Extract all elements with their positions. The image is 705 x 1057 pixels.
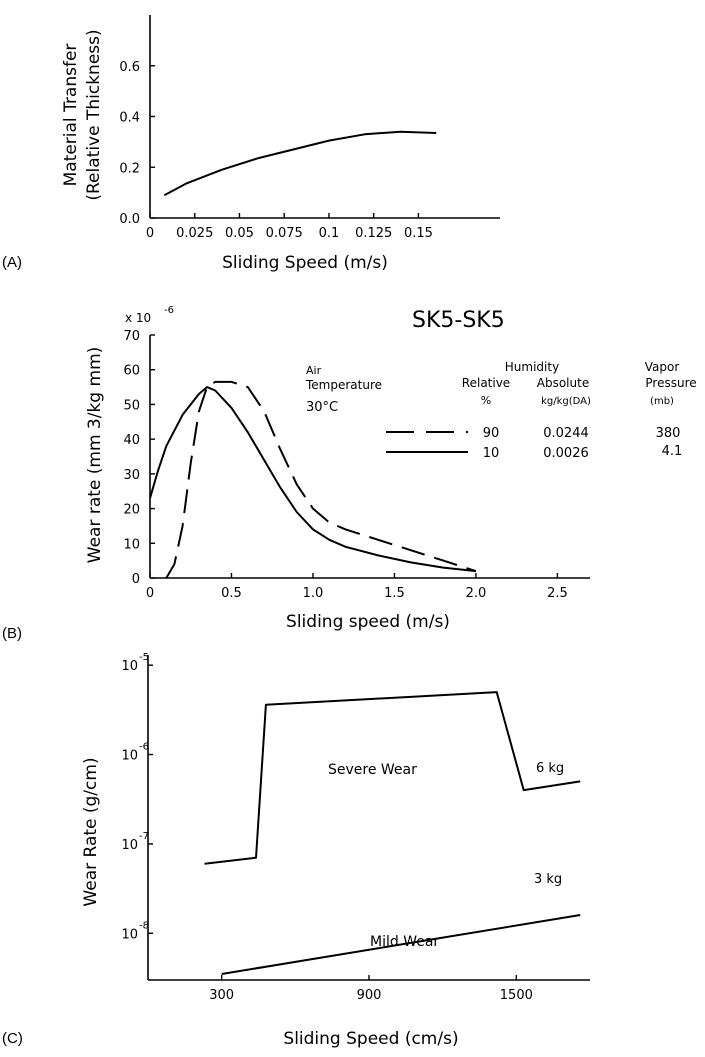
panel-c-y-ticks: 10-510-610-710-8 <box>121 652 153 942</box>
y-tick-label: 0.4 <box>119 111 140 126</box>
x-tick-label: 900 <box>357 988 382 1003</box>
y-tick-exponent: -7 <box>139 831 149 842</box>
panel-b-x-ticks: 0 0.5 1.0 1.5 2.0 2.5 <box>146 573 568 601</box>
panel-a-series <box>163 130 437 197</box>
humidity-header: Humidity <box>505 360 559 374</box>
panel-b: (B) SK5-SK5 x 10 -6 0 0.5 1.0 1.5 2.0 2.5 0 10… <box>2 305 697 642</box>
severe-wear-annotation: Severe Wear <box>328 762 417 778</box>
y-tick-label: 0.6 <box>119 60 140 75</box>
series-line-dashed-0 <box>165 380 477 579</box>
x-tick-label: 0.5 <box>221 586 242 601</box>
x-tick-label: 0 <box>146 226 154 241</box>
x-tick-label: 0.125 <box>355 226 392 241</box>
y-tick-label: 60 <box>123 364 140 379</box>
panel-b-y-label: Wear rate (mm 3/kg mm) <box>85 347 105 564</box>
legend-solid-absolute: 0.0026 <box>543 446 589 461</box>
legend-dashed-vapor: 380 <box>656 426 681 441</box>
panel-c-x-label: Sliding Speed (cm/s) <box>283 1029 458 1049</box>
legend-solid-relative: 10 <box>483 446 500 461</box>
y-tick-label: 0.0 <box>119 212 140 227</box>
panel-b-y-multiplier-exp: -6 <box>164 305 174 316</box>
x-tick-label: 0 <box>146 586 154 601</box>
legend-dashed-absolute: 0.0244 <box>543 426 589 441</box>
x-tick-label: 0.025 <box>176 226 213 241</box>
x-tick-label: 1500 <box>500 988 533 1003</box>
x-tick-label: 0.075 <box>266 226 303 241</box>
absolute-unit: kg/kg(DA) <box>541 396 591 407</box>
relative-header: Relative <box>462 376 510 390</box>
panel-b-title: SK5-SK5 <box>412 308 505 333</box>
panel-b-label: (B) <box>2 625 22 642</box>
y-tick-exponent: -5 <box>139 652 149 663</box>
panel-b-x-label: Sliding speed (m/s) <box>286 612 450 632</box>
y-tick-label: 40 <box>123 433 140 448</box>
panel-c-series <box>204 691 581 975</box>
y-tick-label: 10 <box>121 927 138 942</box>
air-temperature-value: 30°C <box>306 400 338 415</box>
panel-c-y-label: Wear Rate (g/cm) <box>81 757 101 906</box>
panel-a-label: (A) <box>2 254 22 271</box>
vapor-header-2: Pressure <box>645 376 696 390</box>
panel-a-y-label-line1: Material Transfer <box>61 44 81 187</box>
y-tick-label: 10 <box>121 838 138 853</box>
panel-b-series <box>149 380 477 579</box>
series-line-solid-1 <box>149 386 477 573</box>
x-tick-label: 0.1 <box>319 226 340 241</box>
series-line-solid-1 <box>221 914 581 975</box>
panel-a: (A) 0 0.025 0.05 0.075 0.1 0.125 0.15 0.00.20.… <box>2 15 500 273</box>
y-tick-label: 50 <box>123 398 140 413</box>
x-tick-label: 2.0 <box>466 586 487 601</box>
mild-wear-annotation: Mild Wear <box>370 934 439 950</box>
y-tick-label: 0 <box>132 572 140 587</box>
x-tick-label: 300 <box>209 988 234 1003</box>
panel-a-x-label: Sliding Speed (m/s) <box>222 253 388 273</box>
panel-c: (C) 300 900 1500 10-510-610-710-8 Sliding … <box>2 652 590 1049</box>
panel-c-x-ticks: 300 900 1500 <box>209 975 533 1003</box>
y-tick-label: 30 <box>123 468 140 483</box>
panel-a-y-label-line2: (Relative Thickness) <box>84 29 104 200</box>
x-tick-label: 2.5 <box>547 586 568 601</box>
panel-b-y-ticks: 0 10 20 30 40 50 60 70 <box>123 329 155 587</box>
x-tick-label: 0.15 <box>404 226 433 241</box>
load-6kg-annotation: 6 kg <box>536 761 564 776</box>
panel-a-y-ticks: 0.0 0.2 0.4 0.6 <box>119 60 155 227</box>
legend-solid-vapor: 4.1 <box>662 444 683 459</box>
relative-unit: % <box>481 394 491 407</box>
series-line-solid-0 <box>163 130 437 197</box>
y-tick-label: 10 <box>121 659 138 674</box>
y-tick-label: 0.2 <box>119 161 140 176</box>
air-temperature-label-2: Temperature <box>305 378 382 392</box>
x-tick-label: 1.5 <box>384 586 405 601</box>
y-tick-label: 20 <box>123 503 140 518</box>
y-tick-label: 10 <box>121 749 138 764</box>
y-tick-exponent: -8 <box>139 920 149 931</box>
panel-b-y-multiplier: x 10 <box>125 311 151 325</box>
x-tick-label: 0.05 <box>225 226 254 241</box>
load-3kg-annotation: 3 kg <box>534 872 562 887</box>
x-tick-label: 1.0 <box>303 586 324 601</box>
air-temperature-label-1: Air <box>306 364 322 377</box>
panel-b-conditions: Air Temperature 30°C Humidity Relative %… <box>305 360 697 461</box>
panel-c-label: (C) <box>2 1030 23 1047</box>
absolute-header: Absolute <box>537 376 589 390</box>
vapor-unit: (mb) <box>650 396 674 407</box>
legend-dashed-relative: 90 <box>483 426 500 441</box>
vapor-header-1: Vapor <box>645 360 680 374</box>
y-tick-exponent: -6 <box>139 742 149 753</box>
y-tick-label: 10 <box>123 537 140 552</box>
panel-a-x-ticks: 0 0.025 0.05 0.075 0.1 0.125 0.15 <box>146 213 433 241</box>
series-line-solid-0 <box>204 691 581 865</box>
y-tick-label: 70 <box>123 329 140 344</box>
